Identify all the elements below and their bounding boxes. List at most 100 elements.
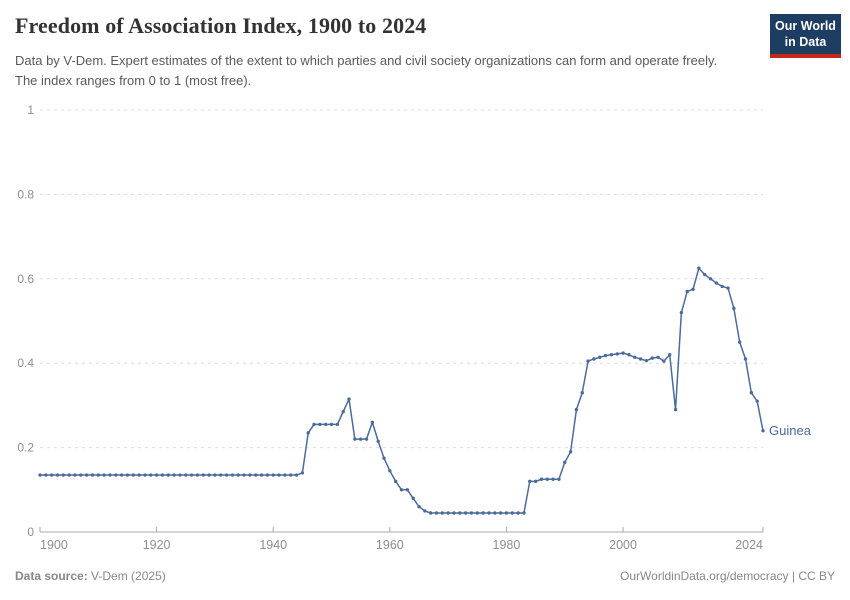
- data-point-2007: [662, 359, 666, 363]
- page-title: Freedom of Association Index, 1900 to 20…: [15, 13, 427, 38]
- data-point-2001: [627, 353, 631, 357]
- data-point-1916: [131, 473, 135, 477]
- data-point-1936: [248, 473, 252, 477]
- data-point-1989: [557, 477, 561, 481]
- data-point-1958: [376, 439, 380, 443]
- data-point-1977: [487, 511, 491, 515]
- x-axis-label-1960: 1960: [376, 538, 404, 552]
- data-point-1934: [236, 473, 240, 477]
- y-axis-label-0.6: 0.6: [17, 272, 34, 286]
- data-point-1925: [184, 473, 188, 477]
- data-point-1938: [259, 473, 264, 477]
- data-point-1949: [324, 422, 328, 427]
- data-point-1926: [189, 473, 194, 477]
- data-source-label: Data source:: [15, 569, 88, 583]
- data-point-1985: [533, 479, 538, 484]
- data-point-2017: [720, 284, 724, 289]
- data-point-1975: [475, 511, 479, 515]
- guinea-line: [39, 267, 764, 514]
- data-point-1910: [96, 473, 101, 477]
- y-axis-label-0: 0: [27, 525, 34, 539]
- data-point-1973: [463, 511, 468, 515]
- data-point-1935: [242, 473, 246, 477]
- footer-citation-link[interactable]: OurWorldinData.org/democracy | CC BY: [620, 569, 835, 583]
- data-point-1947: [312, 422, 316, 427]
- data-point-2015: [708, 277, 713, 281]
- data-point-1951: [335, 422, 340, 427]
- data-point-1931: [219, 473, 223, 477]
- owid-logo[interactable]: Our World in Data: [770, 14, 841, 58]
- data-point-1969: [440, 511, 445, 515]
- data-point-1980: [504, 511, 509, 515]
- y-axis-label-0.8: 0.8: [17, 187, 34, 201]
- data-point-1944: [294, 473, 299, 477]
- data-point-1921: [160, 473, 165, 477]
- data-point-2020: [737, 340, 742, 344]
- data-point-2004: [644, 358, 649, 363]
- data-point-1984: [528, 479, 532, 484]
- data-point-1928: [201, 473, 205, 477]
- data-point-1986: [539, 477, 544, 481]
- data-point-2024: [761, 429, 765, 433]
- x-axis-label-1940: 1940: [259, 538, 287, 552]
- data-point-1991: [568, 450, 573, 454]
- data-point-1965: [417, 504, 421, 509]
- data-point-2010: [679, 310, 684, 315]
- data-point-1950: [329, 422, 334, 427]
- y-axis-label-0.2: 0.2: [17, 441, 34, 455]
- data-point-1982: [516, 511, 520, 515]
- data-point-2012: [691, 287, 695, 292]
- x-axis-label-2024: 2024: [735, 538, 763, 552]
- data-point-1946: [306, 431, 310, 435]
- data-point-2023: [755, 399, 759, 403]
- y-axis-label-1: 1: [27, 103, 34, 117]
- data-point-1937: [254, 473, 258, 477]
- data-point-1968: [434, 511, 439, 515]
- data-source-value: V-Dem (2025): [91, 569, 166, 583]
- data-point-1994: [586, 359, 590, 363]
- data-point-1952: [341, 410, 345, 414]
- data-point-1993: [580, 391, 584, 395]
- data-point-1960: [388, 469, 392, 473]
- data-point-1939: [265, 473, 270, 477]
- data-point-2018: [726, 286, 730, 290]
- data-point-2019: [732, 306, 736, 311]
- data-point-2016: [714, 281, 719, 285]
- data-point-1906: [73, 473, 77, 477]
- data-point-1978: [493, 511, 497, 515]
- owid-logo-line2: in Data: [784, 35, 827, 50]
- data-point-1907: [79, 473, 83, 477]
- data-point-2011: [685, 289, 689, 294]
- x-axis-label-2000: 2000: [609, 538, 637, 552]
- y-axis-label-0.4: 0.4: [17, 356, 34, 370]
- data-point-1909: [90, 473, 95, 477]
- data-point-1929: [207, 473, 211, 477]
- data-point-1933: [230, 473, 235, 477]
- data-point-1997: [603, 353, 608, 358]
- data-point-1945: [300, 471, 305, 475]
- data-point-1999: [615, 352, 619, 356]
- data-point-1948: [318, 422, 322, 427]
- data-point-2006: [656, 355, 660, 359]
- data-point-2014: [702, 272, 707, 277]
- data-point-1924: [178, 473, 182, 477]
- data-point-1918: [143, 473, 147, 477]
- data-point-1988: [551, 477, 555, 481]
- data-point-1970: [446, 511, 450, 515]
- data-point-1983: [522, 511, 526, 515]
- data-point-1981: [510, 511, 514, 515]
- data-point-1987: [545, 477, 549, 481]
- series-label-guinea: Guinea: [769, 423, 812, 438]
- x-axis-label-1900: 1900: [40, 538, 68, 552]
- data-point-2003: [638, 357, 643, 361]
- data-point-2000: [621, 351, 625, 355]
- data-point-2005: [650, 356, 654, 360]
- data-point-1902: [49, 473, 54, 477]
- data-point-1913: [114, 473, 118, 477]
- data-point-2008: [668, 353, 672, 357]
- data-point-1917: [137, 473, 141, 477]
- data-point-1962: [399, 488, 404, 492]
- x-axis-label-1980: 1980: [493, 538, 521, 552]
- data-point-1953: [347, 397, 351, 401]
